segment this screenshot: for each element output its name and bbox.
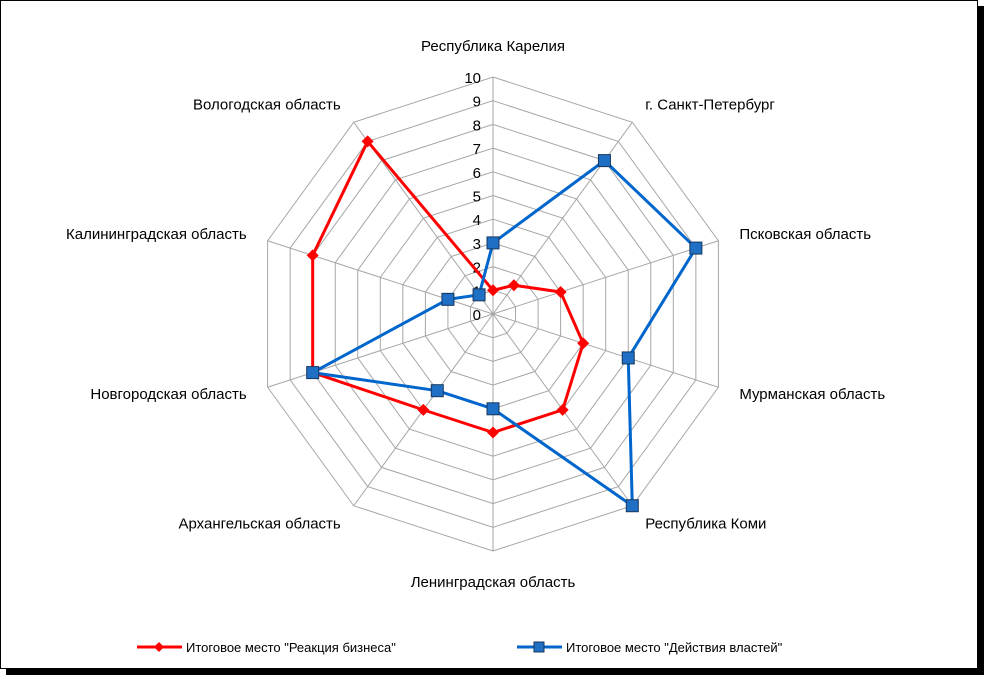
series-point: [554, 286, 567, 299]
category-label: Вологодская область: [193, 96, 341, 113]
series-line: [311, 159, 698, 508]
series-point: [487, 426, 499, 439]
legend-swatch-marker: [533, 641, 545, 653]
data-series: [306, 135, 703, 513]
axis-line: [267, 240, 494, 315]
category-label: Псковская область: [739, 226, 871, 243]
series-point: [430, 384, 444, 398]
series-point: [577, 337, 590, 350]
tick-label: 2: [473, 260, 481, 277]
legend: Итоговое место "Реакция бизнеса" Итоговое…: [137, 640, 783, 655]
series-point: [689, 241, 703, 255]
category-label: Ленинградская область: [411, 574, 576, 591]
series-point: [625, 499, 639, 513]
legend-item: Итоговое место "Действия властей": [517, 640, 783, 655]
series-0: [306, 135, 590, 439]
tick-label: 8: [473, 117, 481, 134]
tick-label: 9: [473, 94, 481, 111]
radial-tick-labels: 012345678910: [464, 70, 481, 324]
series-1: [306, 154, 703, 513]
category-label: Калининградская область: [66, 226, 247, 243]
category-label: Архангельская область: [178, 516, 340, 533]
series-point: [487, 284, 499, 297]
series-point: [441, 292, 455, 306]
chart-frame: [0, 0, 978, 669]
series-point: [486, 402, 500, 416]
series-point: [621, 351, 635, 365]
category-label: Республика Коми: [645, 516, 766, 533]
tick-label: 7: [473, 141, 481, 158]
series-point: [361, 135, 374, 148]
series-point: [306, 366, 320, 380]
series-point: [472, 288, 486, 302]
tick-label: 3: [473, 236, 481, 253]
legend-label: Итоговое место "Действия властей": [566, 640, 783, 655]
tick-label: 5: [473, 189, 481, 206]
legend-label: Итоговое место "Реакция бизнеса": [186, 640, 396, 655]
tick-label: 6: [473, 165, 481, 182]
series-point: [486, 236, 500, 250]
series-point: [306, 249, 319, 262]
category-label: Мурманская область: [739, 386, 885, 403]
series-point: [507, 279, 520, 292]
tick-label: 10: [464, 70, 481, 87]
series-point: [417, 403, 430, 416]
axis-line: [492, 313, 719, 388]
tick-label: 0: [473, 307, 481, 324]
series-line: [311, 139, 585, 434]
axis-line: [492, 240, 719, 315]
series-point: [556, 403, 569, 416]
category-labels: Республика Карелия г. Санкт-Петербург Пско…: [66, 38, 885, 591]
tick-label: 4: [473, 212, 481, 229]
series-point: [597, 154, 611, 168]
legend-item: Итоговое место "Реакция бизнеса": [137, 640, 396, 655]
category-label: Новгородская область: [90, 386, 246, 403]
category-label: Республика Карелия: [421, 38, 565, 55]
category-label: г. Санкт-Петербург: [645, 96, 775, 113]
legend-swatch-marker: [154, 642, 164, 652]
axis-line: [267, 313, 494, 388]
